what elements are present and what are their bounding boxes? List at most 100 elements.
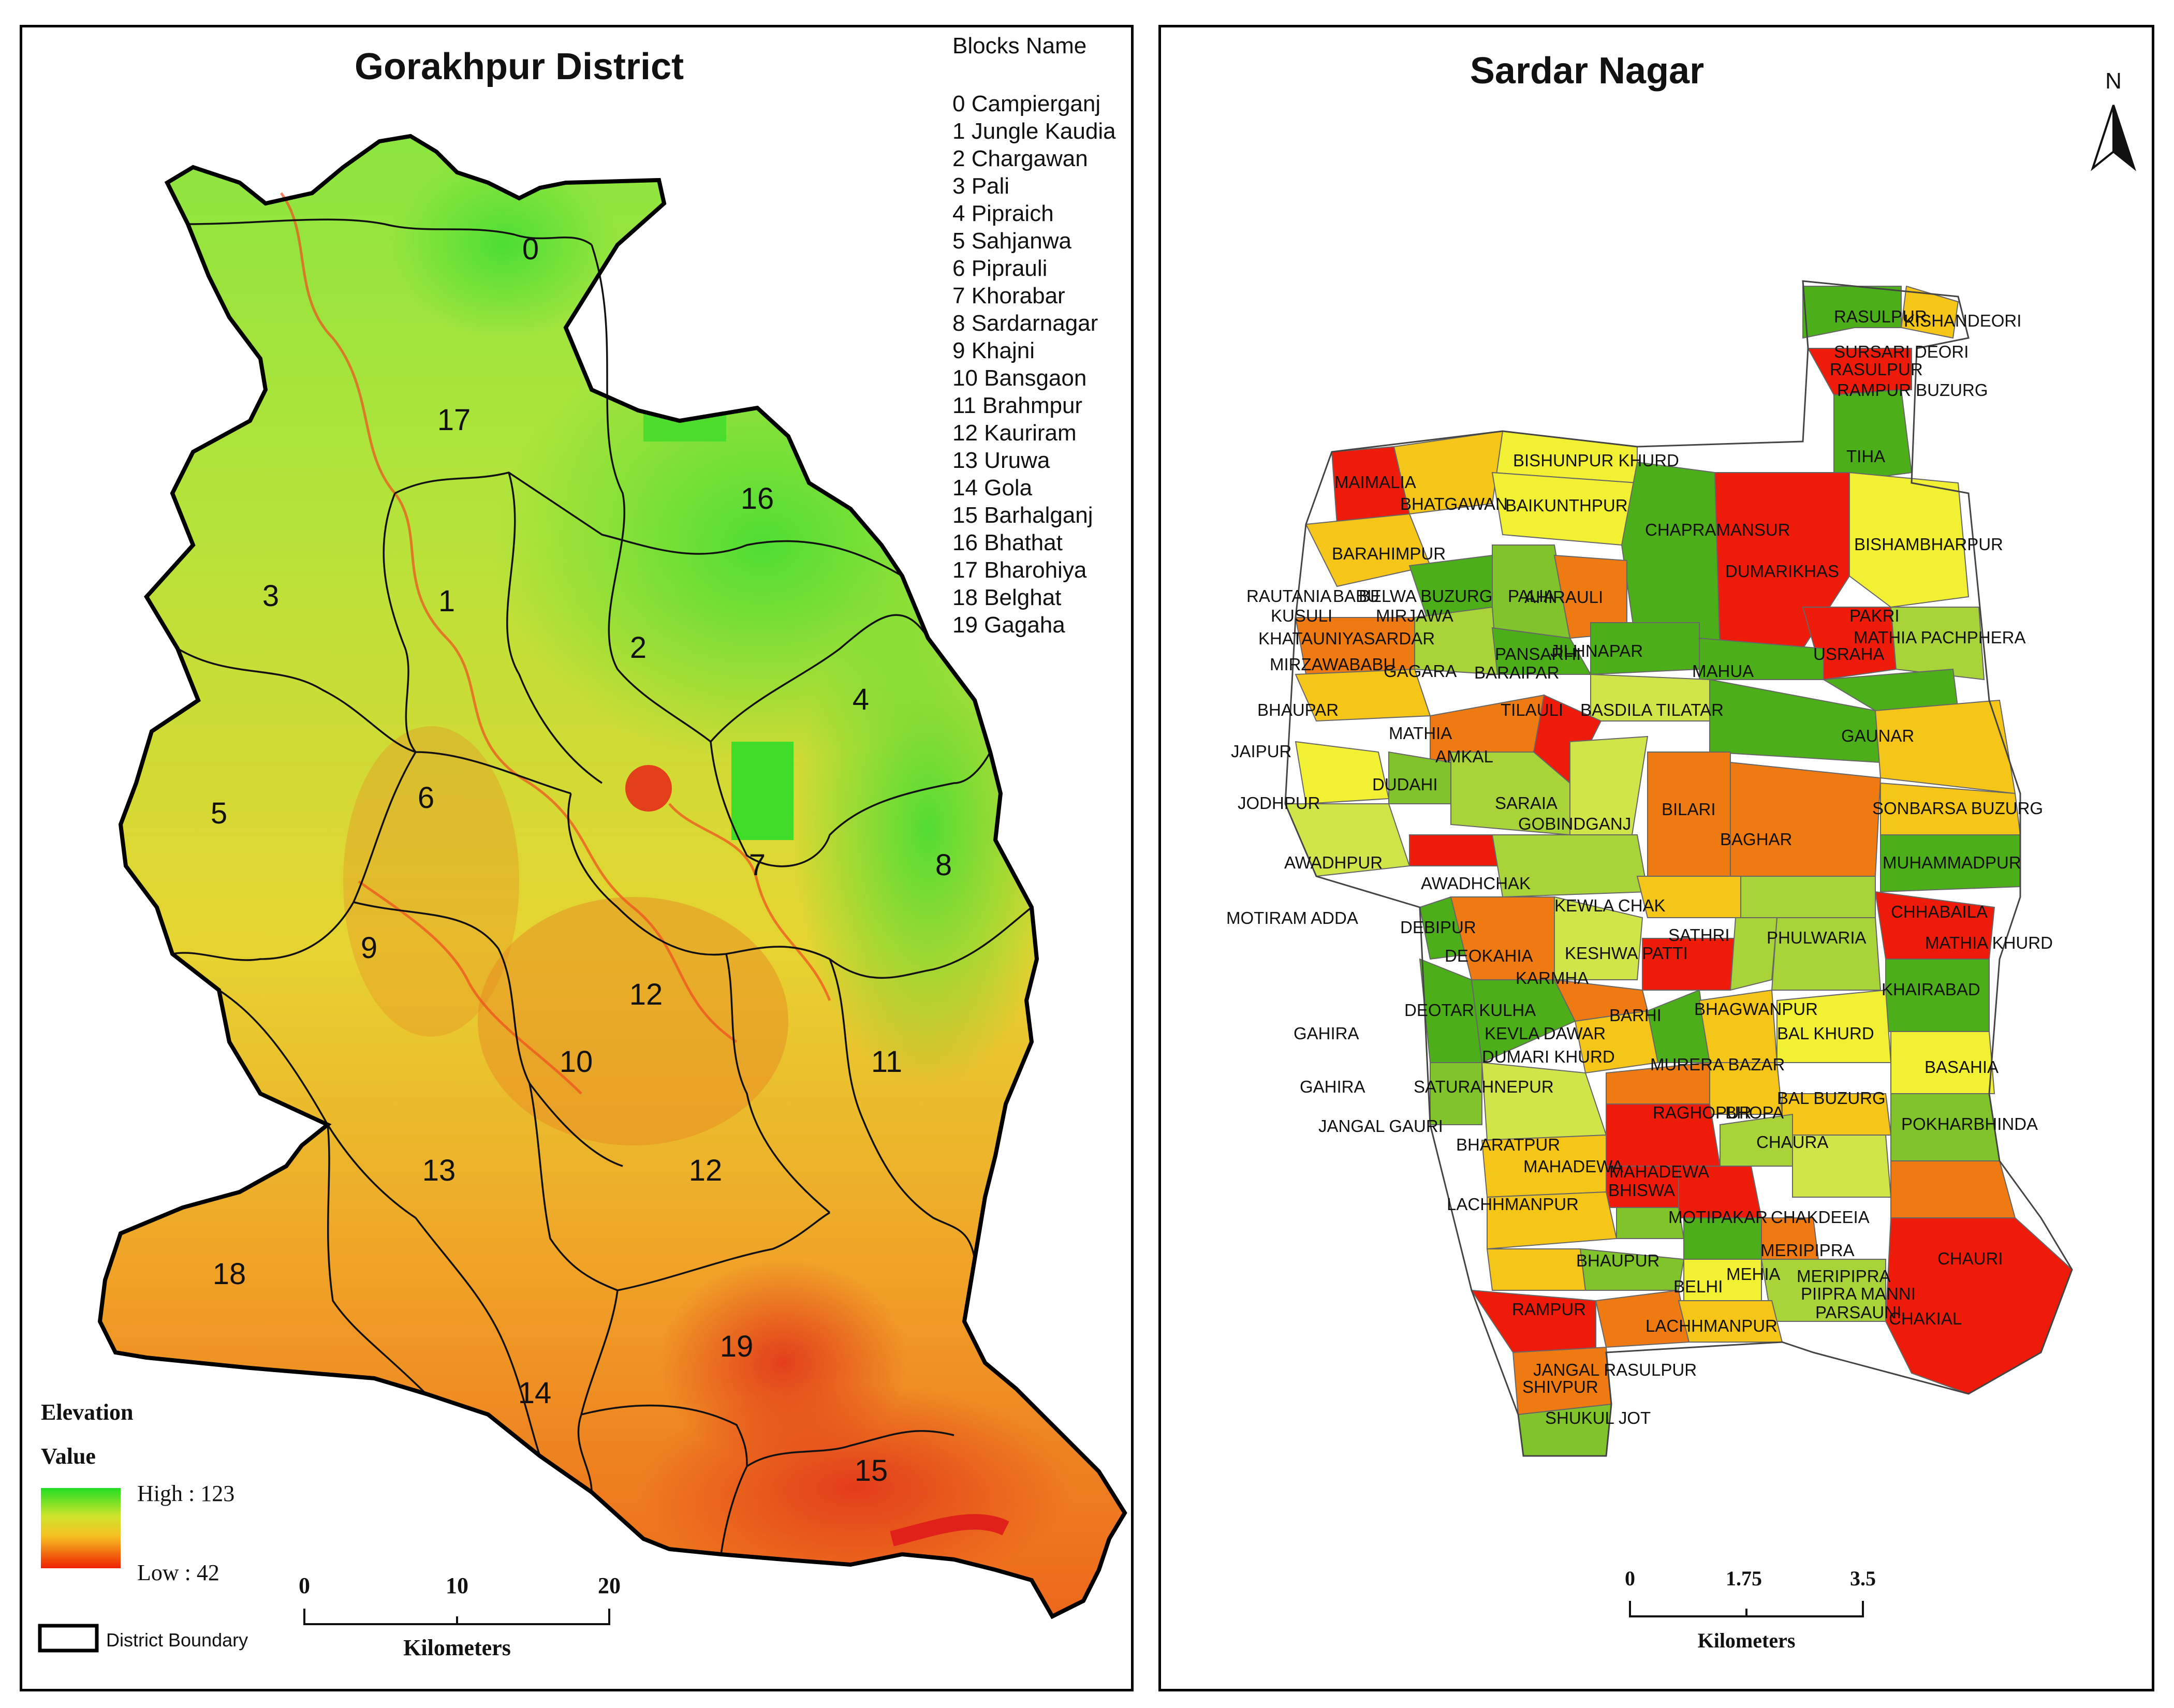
village-label: BELWA BUZURG xyxy=(1359,586,1493,606)
village-label: PALIA xyxy=(1508,586,1555,606)
village-label: BARAIPAR xyxy=(1474,663,1559,682)
village-label: BASDILA TILATAR xyxy=(1580,700,1724,719)
village-label: BARAHIMPUR xyxy=(1332,544,1446,563)
block-list-item: 2 Chargawan xyxy=(952,146,1088,171)
village-label: PANSARHI xyxy=(1495,644,1581,664)
block-label: 7 xyxy=(749,848,766,882)
village-label: SURSARI DEORI xyxy=(1834,342,1969,361)
scale-tick: 10 xyxy=(446,1573,468,1598)
block-list-item: 19 Gagaha xyxy=(952,612,1065,638)
right-scale-bar: 0 1.75 3.5 Kilometers xyxy=(1625,1567,1876,1652)
village-polygons xyxy=(1284,285,2073,1456)
village-label: CHAPRAMANSUR xyxy=(1645,520,1790,539)
block-label: 12 xyxy=(629,978,663,1011)
village-label: BAGHAR xyxy=(1720,830,1792,849)
blocks-list-header: Blocks Name xyxy=(952,33,1086,58)
elevation-legend: Elevation Value High : 123 Low : 42 Dist… xyxy=(38,1400,248,1653)
block-outline xyxy=(1284,280,2073,1457)
village-label: BAL KHURD xyxy=(1777,1024,1874,1043)
village-label: MURERA BAZAR xyxy=(1650,1055,1785,1074)
village-label: MEHIA xyxy=(1726,1264,1781,1284)
village-label: MUHAMMADPUR xyxy=(1883,853,2021,872)
legend-title: Elevation xyxy=(41,1400,133,1425)
scale-unit: Kilometers xyxy=(1698,1629,1796,1652)
village-label: DUMARI KHURD xyxy=(1482,1047,1615,1066)
village-label: AMKAL xyxy=(1435,747,1493,766)
village-label: AHIRAULI xyxy=(1524,587,1603,607)
gorakhpur-map-panel: Gorakhpur District xyxy=(20,25,1134,1691)
village-label: KESHWA PATTI xyxy=(1565,944,1688,963)
block-label: 12 xyxy=(689,1154,723,1187)
village-label: GAGARA xyxy=(1384,661,1457,681)
village-label: JODHPUR xyxy=(1238,793,1320,813)
village-label: KHATAUNIYASARDAR xyxy=(1258,629,1435,648)
north-label: N xyxy=(2105,68,2122,94)
village-label: MATHIA PACHPHERA xyxy=(1854,628,2026,647)
village-label: MATHIA KHURD xyxy=(1925,933,2053,952)
village-label: SHIVPUR xyxy=(1522,1377,1598,1396)
village-label: BHATGAWAN xyxy=(1400,494,1508,513)
village-label: MATHIA xyxy=(1389,724,1452,743)
village-label: AWADHPUR xyxy=(1284,853,1383,872)
village-label: JANGAL GAURI xyxy=(1318,1116,1443,1136)
block-list-item: 1 Jungle Kaudia xyxy=(952,119,1116,144)
village-label: BILARI xyxy=(1662,800,1716,819)
village-label: JAIPUR xyxy=(1231,742,1291,761)
block-label: 14 xyxy=(518,1376,552,1410)
village-label: RAMPUR BUZURG xyxy=(1837,380,1988,400)
village-label: GOBINDGANJ xyxy=(1518,814,1631,833)
block-boundaries xyxy=(172,218,1033,1555)
block-label: 17 xyxy=(437,403,471,437)
village-label: CHAURI xyxy=(1937,1249,2003,1268)
village-label: BISHAMBHARPUR xyxy=(1854,535,2003,554)
block-list-item: 5 Sahjanwa xyxy=(952,228,1071,254)
map-title: Gorakhpur District xyxy=(355,46,684,87)
village-label: MAHADEWA xyxy=(1609,1162,1709,1181)
village-label: DEOKAHIA xyxy=(1445,946,1533,965)
gorakhpur-map-svg: Gorakhpur District xyxy=(38,33,1134,1660)
left-scale-bar: 0 10 20 Kilometers xyxy=(299,1573,621,1660)
block-label: 4 xyxy=(853,683,869,716)
village-label: BARHI xyxy=(1609,1006,1662,1025)
village-label: DEOTAR KULHA xyxy=(1404,1000,1536,1020)
village-label: SATHRI xyxy=(1668,925,1730,945)
block-label: 16 xyxy=(741,482,774,516)
village-label: CHAURA xyxy=(1756,1132,1828,1152)
village-label: LACHHMANPUR xyxy=(1646,1316,1778,1335)
village-label: MERIPIPRA xyxy=(1797,1267,1891,1286)
village-label: MERIPIPRA xyxy=(1760,1241,1855,1260)
village-label: AWADHCHAK xyxy=(1421,874,1531,893)
boundary-legend-label: District Boundary xyxy=(106,1629,248,1651)
boundary-legend-symbol xyxy=(38,1624,99,1653)
village-label: BASAHIA xyxy=(1925,1057,1999,1077)
village-label: PARSAUNI xyxy=(1815,1303,1901,1322)
block-label: 11 xyxy=(871,1045,902,1079)
block-list-item: 6 Piprauli xyxy=(952,256,1047,281)
block-list-item: 11 Brahmpur xyxy=(952,393,1082,418)
village-label: GAHIRA xyxy=(1300,1077,1365,1096)
block-list-item: 15 Barhalganj xyxy=(952,503,1093,528)
village-label: TIHA xyxy=(1846,447,1885,466)
sardar-nagar-map-svg: Sardar Nagar N xyxy=(1226,50,2136,1652)
block-list-item: 4 Pipraich xyxy=(952,201,1054,226)
block-list-item: 17 Bharohiya xyxy=(952,557,1087,583)
block-list-item: 14 Gola xyxy=(952,475,1033,500)
block-list-item: 9 Khajni xyxy=(952,338,1035,363)
village-label: SHUKUL JOT xyxy=(1545,1408,1651,1427)
village-label: KISHANDEORI xyxy=(1904,311,2021,330)
village-label: SARAIA xyxy=(1495,793,1558,813)
block-label: 15 xyxy=(855,1454,888,1488)
village-label: BHOPA xyxy=(1725,1103,1784,1122)
block-label: 10 xyxy=(560,1045,593,1079)
village-label: RAMPUR xyxy=(1512,1300,1586,1319)
village-label: MAIMALIA xyxy=(1334,473,1416,492)
village-label: DUMARIKHAS xyxy=(1725,562,1839,581)
village-label: BHAUPUR xyxy=(1576,1251,1659,1270)
village-label: KEWLA CHAK xyxy=(1554,896,1666,915)
rivers xyxy=(280,192,831,1095)
block-label: 8 xyxy=(935,848,952,882)
block-list-item: 18 Belghat xyxy=(952,585,1061,610)
block-list-item: 12 Kauriram xyxy=(952,420,1077,446)
map-title: Sardar Nagar xyxy=(1470,50,1704,92)
village-label: PIIPRA MANNI xyxy=(1801,1284,1916,1303)
